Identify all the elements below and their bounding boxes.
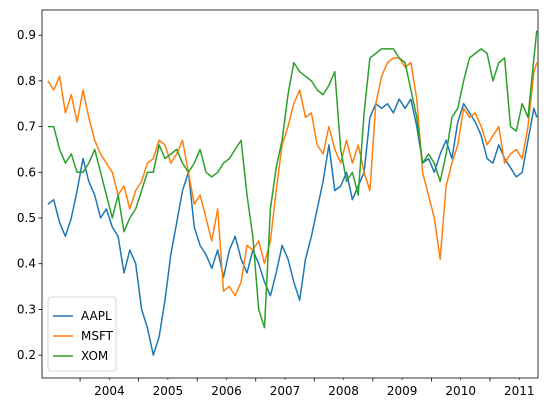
series-line-aapl bbox=[47, 98, 538, 356]
legend-label-msft: MSFT bbox=[81, 329, 114, 343]
x-tick-label: 2007 bbox=[270, 384, 301, 398]
x-tick-label: 2006 bbox=[211, 384, 242, 398]
y-tick-label: 0.6 bbox=[17, 165, 36, 179]
y-tick-label: 0.5 bbox=[17, 211, 36, 225]
y-tick-label: 0.8 bbox=[17, 74, 36, 88]
x-tick-label: 2009 bbox=[387, 384, 418, 398]
series-line-xom bbox=[47, 30, 538, 329]
x-tick-label: 2011 bbox=[504, 384, 535, 398]
y-tick-label: 0.7 bbox=[17, 120, 36, 134]
legend-label-xom: XOM bbox=[81, 349, 108, 363]
y-tick-label: 0.3 bbox=[17, 302, 36, 316]
y-tick-label: 0.4 bbox=[17, 257, 36, 271]
x-tick-label: 2005 bbox=[153, 384, 184, 398]
series-line-msft bbox=[47, 57, 538, 297]
y-tick-label: 0.2 bbox=[17, 348, 36, 362]
x-tick-label: 2004 bbox=[94, 384, 125, 398]
y-axis: 0.2 0.3 0.4 0.5 0.6 0.7 0.8 0.9 bbox=[17, 28, 42, 362]
x-tick-label: 2010 bbox=[445, 384, 476, 398]
y-tick-label: 0.9 bbox=[17, 28, 36, 42]
legend-label-aapl: AAPL bbox=[81, 309, 112, 323]
legend: AAPL MSFT XOM bbox=[47, 296, 117, 372]
plot-area-frame bbox=[41, 9, 539, 379]
x-tick-label: 2008 bbox=[328, 384, 359, 398]
series-layer bbox=[47, 30, 538, 356]
x-axis: 2004 2005 2006 2007 2008 2009 2010 2011 bbox=[79, 378, 535, 398]
